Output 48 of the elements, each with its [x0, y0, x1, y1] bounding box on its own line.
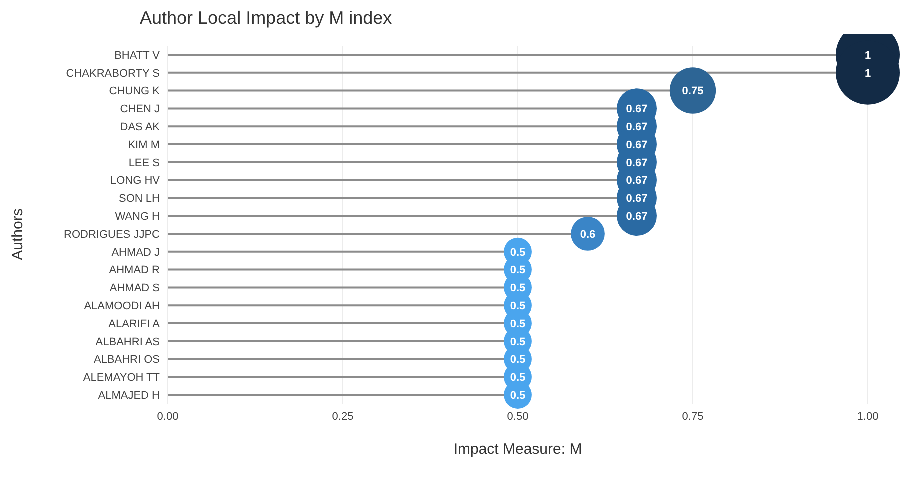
y-axis-title: Authors [10, 208, 27, 260]
x-tick-label: 1.00 [857, 410, 879, 423]
y-tick-label: ALARIFI A [108, 318, 161, 330]
data-label: 0.67 [626, 104, 648, 116]
data-label: 0.67 [626, 139, 648, 152]
x-tick-label: 0.75 [682, 410, 704, 423]
data-label: 0.5 [510, 300, 526, 312]
y-tick-label: LEE S [128, 157, 160, 170]
data-label: 1 [864, 50, 872, 62]
data-label: 0.5 [510, 372, 526, 384]
x-axis-title: Impact Measure: M [454, 441, 582, 458]
y-tick-label: CHAKRABORTY S [66, 68, 160, 80]
data-label: 0.6 [580, 228, 596, 241]
x-tick-label: 0.25 [332, 410, 354, 423]
data-label: 0.67 [626, 175, 648, 188]
data-label: 0.5 [510, 282, 526, 295]
x-tick-label: 0.00 [157, 410, 179, 423]
y-tick-label: SON LH [119, 193, 160, 206]
y-tick-label: AHMAD J [112, 246, 160, 259]
data-label: 0.5 [510, 246, 526, 259]
data-label: 0.5 [510, 336, 526, 348]
data-label: 0.67 [626, 193, 648, 206]
y-tick-label: RODRIGUES JJPC [64, 228, 160, 241]
data-label: 0.5 [510, 354, 526, 366]
x-tick-label: 0.50 [507, 410, 529, 423]
data-label: 0.67 [626, 210, 648, 223]
y-tick-label: WANG H [115, 210, 160, 223]
data-label: 0.67 [626, 121, 648, 134]
y-tick-label: ALBAHRI OS [94, 354, 160, 366]
y-tick-label: AHMAD S [110, 282, 160, 295]
y-tick-label: ALAMOODI AH [84, 300, 160, 312]
y-tick-label: ALBAHRI AS [96, 336, 160, 348]
data-label: 0.75 [682, 86, 704, 98]
y-tick-label: ALEMAYOH TT [83, 372, 160, 384]
data-label: 0.5 [510, 390, 526, 402]
y-tick-label: ALMAJED H [98, 390, 160, 402]
data-label: 1 [864, 68, 872, 80]
data-label: 0.5 [510, 264, 526, 277]
y-tick-label: LONG HV [110, 175, 161, 188]
y-tick-label: KIM M [128, 139, 160, 152]
data-label: 0.5 [510, 318, 526, 330]
y-tick-label: BHATT V [114, 50, 161, 62]
y-tick-label: CHUNG K [109, 86, 161, 98]
data-label: 0.67 [626, 157, 648, 170]
y-tick-label: AHMAD R [109, 264, 160, 277]
chart-title: Author Local Impact by M index [139, 8, 394, 30]
y-tick-label: DAS AK [120, 121, 161, 134]
y-tick-label: CHEN J [120, 104, 160, 116]
